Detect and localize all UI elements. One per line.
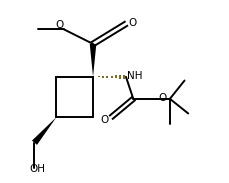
Polygon shape xyxy=(89,44,96,77)
Text: NH: NH xyxy=(126,71,142,81)
Text: O: O xyxy=(128,18,136,28)
Text: OH: OH xyxy=(29,164,45,174)
Text: O: O xyxy=(100,115,109,125)
Text: O: O xyxy=(157,93,166,103)
Text: O: O xyxy=(55,20,63,30)
Polygon shape xyxy=(32,117,56,145)
